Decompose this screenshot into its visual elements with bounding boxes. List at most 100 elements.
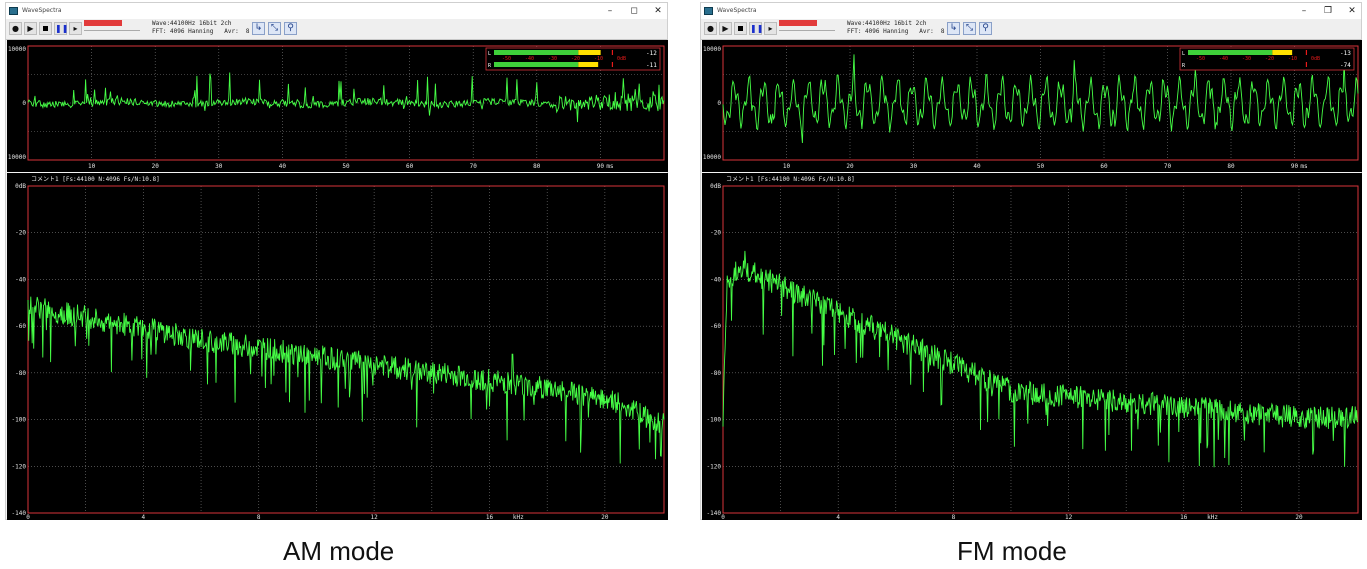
stop-button[interactable] [39, 22, 52, 35]
level-meter-scale-label: 0dB [617, 56, 626, 62]
scope-x-tick-label: 10 [88, 163, 96, 170]
level-meter-value: -11 [646, 62, 657, 69]
scope-frame [722, 45, 1359, 161]
level-meter-scale-label: -30 [1242, 56, 1251, 62]
level-bar-yellow [578, 62, 599, 67]
scope-y-tick-label: 10000 [703, 46, 721, 53]
step-button[interactable]: ▸ [69, 22, 82, 35]
spectrum-y-tick-label: -140 [707, 510, 722, 517]
waveform-trace [27, 72, 665, 123]
pause-button[interactable]: ❚❚ [54, 22, 69, 35]
play-button[interactable]: ▶ [24, 22, 37, 35]
scope-x-tick-label: 30 [215, 163, 223, 170]
spectrum-x-unit: kHz [513, 514, 524, 520]
caption-fm: FM mode [957, 536, 1067, 566]
spectrum-x-tick-label: 0 [26, 514, 30, 520]
level-meter-channel-label: R [488, 63, 492, 69]
app-icon [704, 7, 713, 15]
scale-tool-button[interactable]: ⤡ [268, 22, 281, 35]
spectrum-y-tick-label: -40 [15, 276, 26, 283]
spectrum-trace [27, 296, 665, 464]
format-info: Wave:44100Hz 16bit 2ch FFT: 4096 Hanning… [847, 20, 945, 36]
scope-x-tick-label: 40 [973, 163, 981, 170]
step-button[interactable]: ▸ [764, 22, 777, 35]
stop-button[interactable] [734, 22, 747, 35]
record-button[interactable]: ● [704, 22, 717, 35]
wavespectra-window-fm: WaveSpectra – ❐ ✕ ● ▶ ❚❚ ▸ Wave:44100Hz … [700, 2, 1362, 520]
spectrum-y-tick-label: -100 [12, 417, 27, 424]
spectrum-y-tick-label: 0dB [15, 183, 26, 190]
spectrum-y-tick-label: -60 [710, 323, 721, 330]
level-meter-channel-label: R [1182, 63, 1186, 69]
scope-x-tick-label: 80 [1227, 163, 1235, 170]
minimize-button[interactable]: – [607, 6, 613, 16]
scope-x-tick-label: 70 [1164, 163, 1172, 170]
spectrum-y-tick-label: -20 [710, 230, 721, 237]
level-meter-scale-label: -10 [594, 56, 603, 62]
spectrum-x-tick-label: 0 [721, 514, 725, 520]
level-meter-scale-label: -40 [525, 56, 534, 62]
spectrum-x-tick-label: 20 [601, 514, 609, 520]
spectrum-y-tick-label: -80 [710, 370, 721, 377]
level-bar-green [494, 62, 579, 67]
record-level-indicator [779, 20, 817, 26]
scope-x-tick-label: 60 [406, 163, 414, 170]
pause-button[interactable]: ❚❚ [749, 22, 764, 35]
title-bar: WaveSpectra – ◻ ✕ [6, 3, 667, 19]
window-title: WaveSpectra [22, 7, 62, 14]
spectrum-y-tick-label: -20 [15, 230, 26, 237]
restore-button[interactable]: ◻ [630, 6, 638, 16]
window-title: WaveSpectra [717, 7, 757, 14]
spectrum-x-tick-label: 4 [142, 514, 146, 520]
scope-x-tick-label: 60 [1100, 163, 1108, 170]
restore-button[interactable]: ❐ [1323, 6, 1333, 16]
spectrum-background [7, 173, 668, 520]
cursor-tool-button[interactable]: ↳ [252, 22, 265, 35]
scope-x-tick-label: 20 [846, 163, 854, 170]
minimize-button[interactable]: – [1301, 6, 1307, 16]
scope-x-tick-label: 90 [1291, 163, 1299, 170]
spectrum-background [702, 173, 1362, 520]
spectrum-frame [27, 185, 665, 514]
spectrum-panel: コメント1 [Fs:44100 N:4096 Fs/N:10.8] 0dB -20 -… [702, 173, 1362, 520]
record-level-indicator [84, 20, 122, 26]
position-slider[interactable] [779, 30, 835, 31]
spectrum-y-tick-label: -120 [12, 463, 27, 470]
close-button[interactable]: ✕ [654, 6, 662, 16]
spectrum-x-tick-label: 4 [836, 514, 840, 520]
level-meter-channel-label: L [488, 51, 491, 57]
scope-frame [27, 45, 665, 161]
cursor-tool-button[interactable]: ↳ [947, 22, 960, 35]
position-slider[interactable] [84, 30, 140, 31]
spectrum-x-tick-label: 8 [257, 514, 261, 520]
spectrum-y-tick-label: -80 [15, 370, 26, 377]
format-info: Wave:44100Hz 16bit 2ch FFT: 4096 Hanning… [152, 20, 250, 36]
level-meter-value: -74 [1340, 62, 1351, 69]
zoom-tool-button[interactable]: ⚲ [284, 22, 297, 35]
level-meter-scale-label: -50 [1196, 56, 1205, 62]
scope-x-unit: ms [606, 163, 614, 170]
spectrum-comment: コメント1 [Fs:44100 N:4096 Fs/N:10.8] [726, 176, 855, 183]
scope-x-unit: ms [1300, 163, 1308, 170]
play-button[interactable]: ▶ [719, 22, 732, 35]
fft-line: FFT: 4096 Hanning Avr: 8 [847, 28, 945, 35]
spectrum-y-tick-label: 0dB [710, 183, 721, 190]
spectrum-y-tick-label: -140 [12, 510, 27, 517]
scope-y-tick-label: -10000 [702, 154, 721, 161]
scope-y-tick-label: 10000 [8, 46, 26, 53]
spectrum-x-tick-label: 20 [1295, 514, 1303, 520]
spectrum-x-tick-label: 8 [952, 514, 956, 520]
level-meter-scale-label: -20 [1265, 56, 1274, 62]
level-bar-green [1188, 50, 1273, 55]
spectrum-x-unit: kHz [1207, 514, 1218, 520]
scale-tool-button[interactable]: ⤡ [963, 22, 976, 35]
format-line: Wave:44100Hz 16bit 2ch [152, 20, 232, 27]
scope-y-tick-label: 0 [22, 100, 26, 107]
scope-x-tick-label: 70 [470, 163, 478, 170]
close-button[interactable]: ✕ [1348, 6, 1356, 16]
spectrum-y-tick-label: -60 [15, 323, 26, 330]
record-button[interactable]: ● [9, 22, 22, 35]
title-bar: WaveSpectra – ❐ ✕ [701, 3, 1361, 19]
zoom-tool-button[interactable]: ⚲ [979, 22, 992, 35]
